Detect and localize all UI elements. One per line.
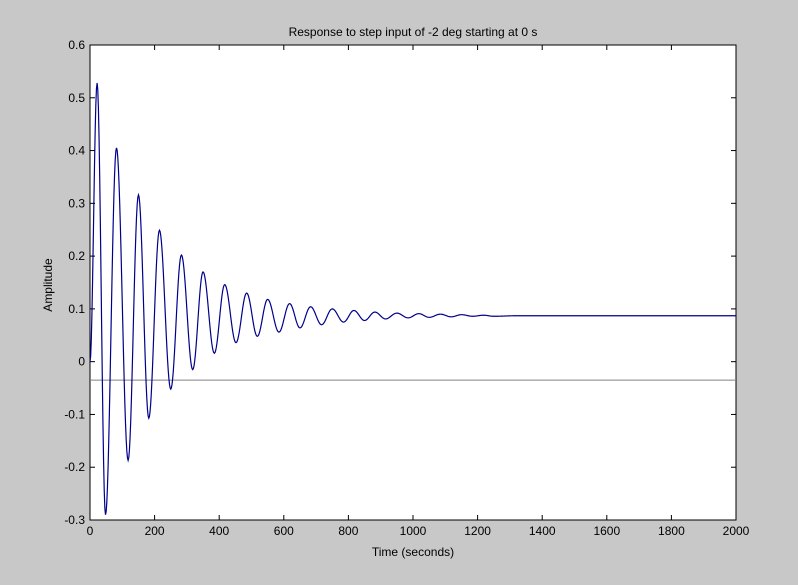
y-tick-label: -0.1 <box>64 407 85 421</box>
x-tick-label: 1600 <box>593 524 620 538</box>
x-tick-label: 200 <box>145 524 165 538</box>
x-tick-label: 1000 <box>400 524 427 538</box>
y-tick-label: -0.3 <box>64 513 85 527</box>
y-tick-label: 0 <box>78 355 85 369</box>
y-tick-label: 0.3 <box>68 196 85 210</box>
y-tick-label: 0.6 <box>68 38 85 52</box>
x-tick-label: 400 <box>209 524 229 538</box>
x-tick-label: 2000 <box>723 524 750 538</box>
chart-title: Response to step input of -2 deg startin… <box>289 25 538 39</box>
x-tick-label: 1800 <box>658 524 685 538</box>
y-tick-label: 0.1 <box>68 302 85 316</box>
y-tick-label: 0.5 <box>68 91 85 105</box>
y-tick-label: -0.2 <box>64 460 85 474</box>
x-tick-label: 800 <box>338 524 358 538</box>
y-tick-label: 0.2 <box>68 249 85 263</box>
plot-area <box>89 44 737 521</box>
y-axis-label: Amplitude <box>41 258 55 312</box>
x-axis-label: Time (seconds) <box>372 545 454 559</box>
tick-layer: 0 200 400 600 800 1000 1200 1400 1600 1800 2000 -0.… <box>64 38 749 538</box>
x-tick-label: 1200 <box>464 524 491 538</box>
series-layer <box>89 82 736 515</box>
response-curve <box>89 82 736 515</box>
x-tick-label: 1400 <box>529 524 556 538</box>
y-tick-label: 0.4 <box>68 144 85 158</box>
x-tick-label: 600 <box>274 524 294 538</box>
x-tick-label: 0 <box>87 524 94 538</box>
